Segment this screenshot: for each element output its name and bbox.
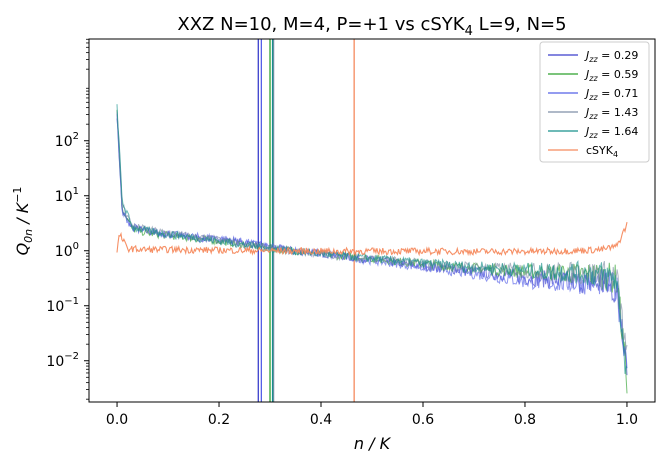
legend: Jzz = 0.29 Jzz = 0.59 Jzz = 0.71 Jzz = 1.43… [539, 41, 650, 163]
legend-label: Jzz = 1.64 [584, 125, 638, 140]
x-tick-label: 0.8 [514, 412, 536, 428]
series-line [116, 104, 628, 374]
x-axis-label: n / K [354, 434, 392, 453]
x-axis-ticks: 0.0 0.2 0.4 0.6 0.8 1.0 [106, 402, 638, 428]
y-axis-label: Q0n / K−1 [11, 187, 35, 256]
legend-label: Jzz = 0.59 [584, 68, 638, 83]
y-tick-label: 100 [55, 241, 79, 260]
plot-area [116, 39, 628, 402]
legend-label: Jzz = 0.71 [584, 87, 638, 102]
y-tick-label: 101 [55, 186, 79, 205]
x-tick-label: 0.2 [208, 412, 230, 428]
plot-frame [88, 38, 656, 403]
y-tick-label: 10−2 [46, 351, 79, 370]
series-line [116, 111, 628, 351]
data-series-group [116, 104, 628, 394]
legend-label: Jzz = 0.29 [584, 49, 638, 64]
legend-label: Jzz = 1.43 [584, 106, 638, 121]
x-tick-label: 0.0 [106, 412, 128, 428]
y-axis-ticks: 10−2 10−1 100 101 102 [46, 38, 89, 400]
y-tick-label: 10−1 [46, 296, 79, 315]
legend-box [539, 41, 650, 163]
x-tick-label: 0.6 [412, 412, 434, 428]
series-line [116, 221, 628, 257]
x-tick-label: 1.0 [616, 412, 638, 428]
chart-title: XXZ N=10, M=4, P=+1 vs cSYK4 L=9, N=5 [177, 14, 566, 39]
y-tick-label: 102 [55, 131, 79, 150]
legend-label: cSYK4 [586, 144, 618, 159]
vertical-reference-lines [257, 39, 355, 402]
x-tick-label: 0.4 [310, 412, 332, 428]
